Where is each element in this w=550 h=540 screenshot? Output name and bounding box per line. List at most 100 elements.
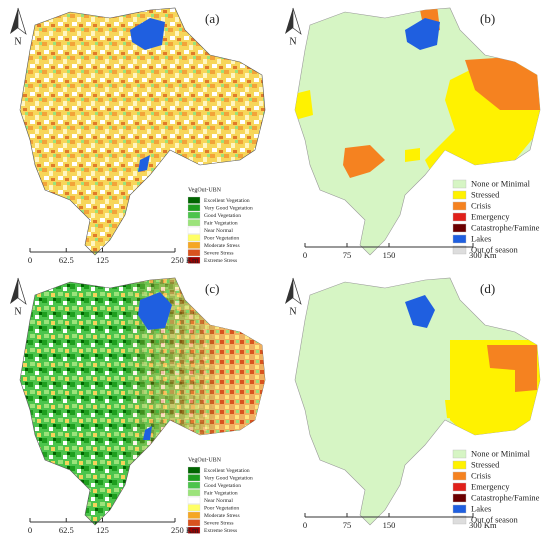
legend-item: Out of season	[471, 514, 518, 524]
legend-item: Fair Vegetation	[204, 220, 238, 226]
lake	[143, 426, 152, 440]
scale-label: 62.5	[59, 525, 74, 535]
scale-label: 250 Km	[171, 255, 199, 265]
scale-label: 300 Km	[469, 250, 497, 260]
legend-title: VegOut-UBN	[188, 187, 222, 193]
north-arrow	[285, 278, 293, 304]
north-arrow	[10, 278, 18, 304]
scale-label: 125	[96, 525, 109, 535]
panel-label: (b)	[480, 11, 495, 26]
scale-label: 125	[96, 255, 109, 265]
stressed-zone	[295, 90, 313, 120]
scale-label: 75	[343, 520, 352, 530]
legend-swatch	[187, 526, 201, 534]
legend-swatch	[187, 519, 201, 527]
legend-swatch	[452, 190, 467, 200]
legend-item: Good Vegetation	[204, 213, 241, 219]
legend-item: Poor Vegetation	[204, 235, 239, 241]
panel-label: (c)	[205, 281, 219, 296]
legend-item: Very Good Vegetation	[204, 475, 253, 481]
legend-swatch	[187, 219, 201, 227]
north-arrow	[17, 7, 27, 35]
legend-item: Severe Stress	[204, 250, 233, 256]
legend-swatch	[452, 245, 467, 255]
legend-swatch	[452, 471, 467, 481]
north-label: N	[14, 306, 21, 317]
lake	[138, 155, 150, 172]
legend-swatch	[187, 504, 201, 512]
legend-item: Catastrophe/Famine	[471, 222, 540, 232]
legend-item: Lakes	[471, 233, 491, 243]
scale-label: 150	[383, 520, 396, 530]
legend-swatch	[452, 460, 467, 470]
legend-item: Near Normal	[204, 228, 233, 234]
legend-swatch	[187, 496, 201, 504]
legend-swatch	[187, 226, 201, 234]
crisis-zone	[343, 145, 385, 178]
crisis-zone	[487, 345, 537, 392]
legend-swatch	[187, 241, 201, 249]
scale-label: 150	[383, 250, 396, 260]
north-label: N	[289, 36, 296, 47]
legend-item: Good Vegetation	[204, 483, 241, 489]
legend-swatch	[187, 481, 201, 489]
north-label: N	[289, 306, 296, 317]
legend-item: Poor Vegetation	[204, 505, 239, 511]
panel-d: (d) N None or MinimalStressedCrisisEmergen…	[285, 277, 541, 530]
north-arrow	[285, 8, 293, 34]
crisis-zone	[465, 55, 540, 110]
legend-swatch	[452, 482, 467, 492]
legend-item: Emergency	[471, 481, 510, 491]
legend-swatch	[187, 249, 201, 257]
stressed-zone	[405, 148, 420, 162]
legend-item: None or Minimal	[471, 178, 531, 188]
lake	[405, 18, 440, 50]
legend-item: Excellent Vegetation	[204, 468, 250, 474]
legend-swatch	[452, 234, 467, 244]
lake	[138, 292, 172, 330]
scale-label: 250 Km	[171, 525, 199, 535]
legend-item: Extreme Stress	[204, 528, 237, 534]
legend-item: Stressed	[471, 189, 500, 199]
north-arrow	[17, 277, 27, 305]
legend-swatch	[187, 204, 201, 212]
scale-label: 0	[303, 250, 307, 260]
scale-label: 62.5	[59, 255, 74, 265]
panel-b: (b) N None or MinimalStressedCrisisEmergen…	[285, 7, 541, 260]
legend-swatch	[187, 256, 201, 264]
legend-item: Extreme Stress	[204, 258, 237, 264]
lake	[130, 18, 165, 50]
legend-item: Moderate Stress	[204, 243, 240, 249]
panel-label: (d)	[480, 281, 495, 296]
legend-item: Catastrophe/Famine	[471, 492, 540, 502]
stress-zone	[20, 278, 265, 525]
panel-label: (a)	[205, 11, 219, 26]
legend-item: Emergency	[471, 211, 510, 221]
legend-swatch	[452, 515, 467, 525]
legend-swatch	[187, 511, 201, 519]
stressed-zone	[445, 400, 505, 420]
legend-item: Severe Stress	[204, 520, 233, 526]
legend-swatch	[452, 212, 467, 222]
legend-swatch	[452, 449, 467, 459]
scale-label: 0	[303, 520, 307, 530]
legend-swatch	[452, 223, 467, 233]
legend-item: Near Normal	[204, 498, 233, 504]
scale-label: 75	[343, 250, 352, 260]
legend-item: Crisis	[471, 470, 491, 480]
legend-item: Out of season	[471, 244, 518, 254]
scale-label: 300 Km	[469, 520, 497, 530]
legend-item: Crisis	[471, 200, 491, 210]
legend-item: Fair Vegetation	[204, 490, 238, 496]
legend-item: Excellent Vegetation	[204, 198, 250, 204]
legend-title: VegOut-UBN	[188, 457, 222, 463]
north-arrow	[10, 8, 18, 34]
legend-swatch	[187, 234, 201, 242]
legend-swatch	[187, 196, 201, 204]
north-label: N	[14, 36, 21, 47]
lake	[405, 295, 435, 328]
legend-item: None or Minimal	[471, 448, 531, 458]
north-arrow	[292, 7, 302, 35]
